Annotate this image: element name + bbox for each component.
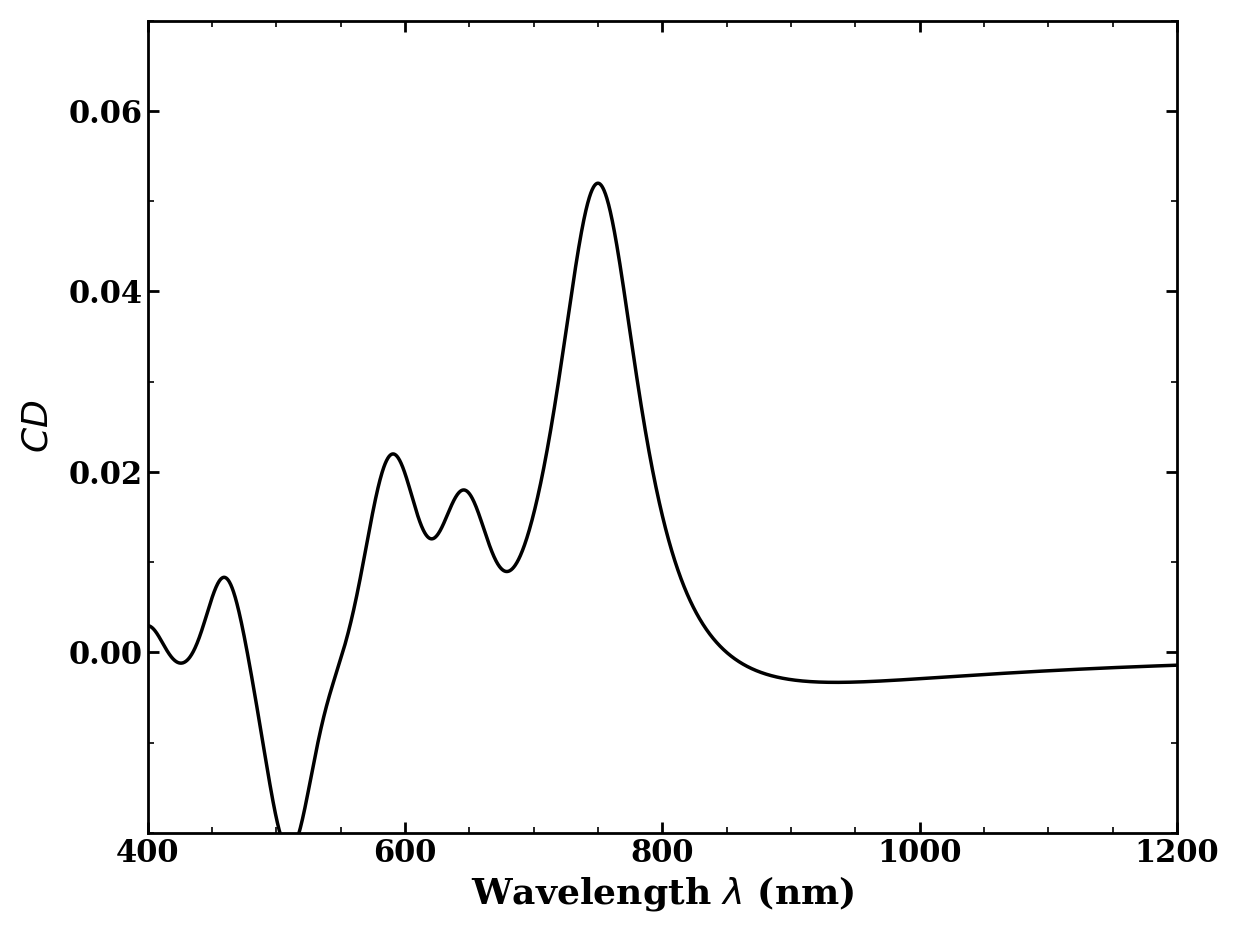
Y-axis label: $\it{CD}$: $\it{CD}$ [21,400,55,453]
X-axis label: Wavelength $\lambda$ (nm): Wavelength $\lambda$ (nm) [471,874,854,913]
